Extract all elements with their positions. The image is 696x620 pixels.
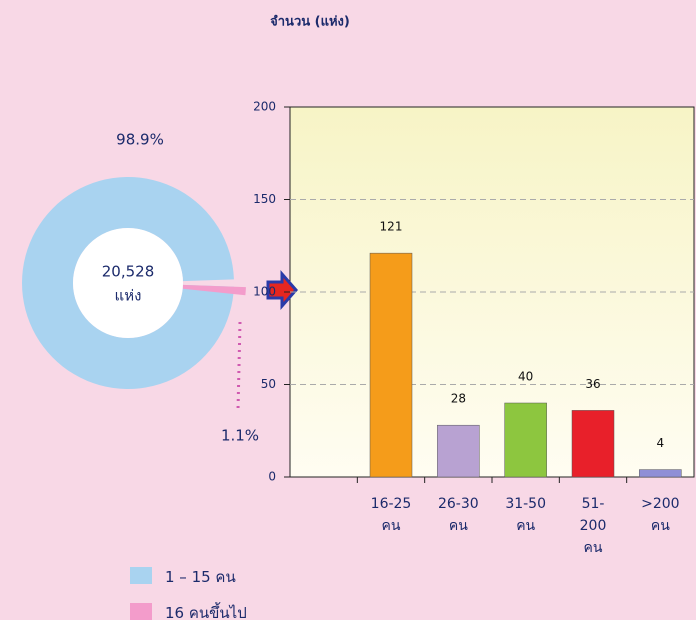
y-tick-label: 50 — [261, 377, 276, 391]
legend-swatch — [130, 603, 152, 620]
bar — [369, 252, 413, 478]
value-label: 121 — [380, 220, 403, 234]
value-label: 28 — [451, 392, 466, 406]
bar — [639, 469, 682, 478]
x-tick-label: 26-30 คน — [437, 496, 479, 534]
donut-hole — [73, 228, 183, 338]
legend-swatch — [130, 567, 152, 584]
y-tick-label: 150 — [253, 192, 276, 206]
value-label: 4 — [657, 436, 665, 450]
x-tick-label: 51-200 คน — [579, 496, 607, 556]
pie-slice — [182, 284, 246, 296]
value-label: 98.9% — [116, 131, 164, 149]
leader-line — [236, 321, 242, 411]
value-label: 40 — [518, 370, 533, 384]
center-label: 20,528 — [102, 263, 155, 281]
value-label: 1.1% — [221, 427, 259, 445]
bar — [504, 402, 547, 478]
y-tick-label: 200 — [253, 100, 276, 114]
value-label: 36 — [585, 377, 600, 391]
x-tick-label: >200 คน — [641, 496, 680, 534]
y-tick-label: 0 — [268, 470, 276, 484]
bar — [571, 410, 615, 478]
chart-title: จำนวน (แห่ง) — [270, 14, 350, 30]
x-tick-label: 31-50 คน — [505, 496, 546, 534]
arrow — [266, 270, 298, 310]
legend-label: 16 คนขึ้นไป — [165, 604, 247, 620]
center-label: แห่ง — [115, 287, 142, 305]
bar — [437, 424, 480, 478]
y-tick-label: 100 — [253, 285, 276, 299]
legend-label: 1 – 15 คน — [165, 568, 236, 586]
x-tick-label: 16-25 คน — [370, 496, 412, 534]
pie-slice — [22, 176, 234, 389]
